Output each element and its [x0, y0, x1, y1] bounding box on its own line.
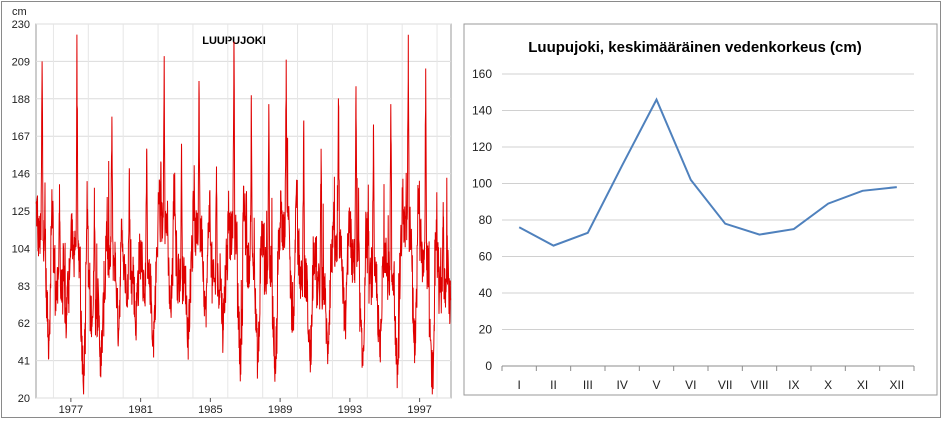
right-y-tick-label: 40: [479, 286, 493, 300]
left-x-tick-label: 1989: [268, 404, 292, 416]
left-y-tick-label: 83: [18, 281, 30, 293]
right-x-tick-label: VIII: [750, 378, 768, 392]
right-x-tick-label: XI: [857, 378, 868, 392]
right-y-tick-label: 20: [479, 323, 493, 337]
right-x-ticks: I II III IV V VI VII VIII IX X XI XII: [501, 366, 915, 392]
left-series-line: [35, 34, 452, 395]
left-x-tick-label: 1981: [128, 404, 152, 416]
left-y-tick-label: 188: [12, 94, 30, 106]
left-y-tick-label: 41: [18, 356, 30, 368]
right-y-tick-label: 0: [485, 359, 492, 373]
right-x-tick-label: VII: [718, 378, 733, 392]
left-y-tick-label: 104: [12, 243, 30, 255]
left-y-tick-label: 230: [12, 19, 30, 31]
left-y-tick-label: 20: [18, 393, 30, 405]
left-chart-title: LUUPUJOKI: [202, 35, 266, 47]
right-y-tick-label: 160: [472, 67, 492, 81]
right-y-ticks: 0 20 40 60 80 100 120 140 160: [472, 67, 492, 373]
right-chart: Luupujoki, keskimääräinen vedenkorkeus (…: [463, 23, 938, 396]
left-y-tick-label: 125: [12, 206, 30, 218]
left-x-tick-label: 1977: [59, 404, 83, 416]
right-points: [519, 99, 897, 246]
left-y-tick-label: 146: [12, 169, 30, 181]
left-y-ticks: 230 209 188 167 146 125 104 83 62 41 20: [12, 19, 30, 405]
right-y-tick-label: 80: [479, 213, 493, 227]
right-series-line: [518, 97, 897, 247]
right-x-tick-label: I: [517, 378, 520, 392]
right-chart-area: [463, 23, 938, 396]
left-x-tick-label: 1985: [198, 404, 222, 416]
left-y-tick-label: 62: [18, 318, 30, 330]
right-x-tick-label: V: [652, 378, 660, 392]
right-chart-title: Luupujoki, keskimääräinen vedenkorkeus (…: [528, 39, 861, 56]
left-x-tick-label: 1997: [407, 404, 431, 416]
right-x-tick-label: III: [583, 378, 593, 392]
left-x-ticks: 1977 1981 1985 1989 1993 1997: [59, 398, 432, 416]
right-x-tick-label: II: [550, 378, 557, 392]
right-x-tick-label: IX: [788, 378, 799, 392]
left-y-unit: cm: [12, 6, 27, 18]
right-y-tick-label: 140: [472, 104, 492, 118]
right-y-tick-label: 100: [472, 177, 492, 191]
right-x-tick-label: X: [824, 378, 832, 392]
left-y-tick-label: 167: [12, 131, 30, 143]
right-x-tick-label: XII: [889, 378, 904, 392]
left-chart: cm LUUPUJOKI 230 209 188 167 146 125 104 83 62 41…: [12, 6, 452, 416]
right-x-tick-label: IV: [616, 378, 627, 392]
right-y-tick-label: 60: [479, 250, 493, 264]
left-x-tick-label: 1993: [338, 404, 362, 416]
right-x-tick-label: VI: [685, 378, 696, 392]
right-y-tick-label: 120: [472, 140, 492, 154]
left-y-tick-label: 209: [12, 56, 30, 68]
